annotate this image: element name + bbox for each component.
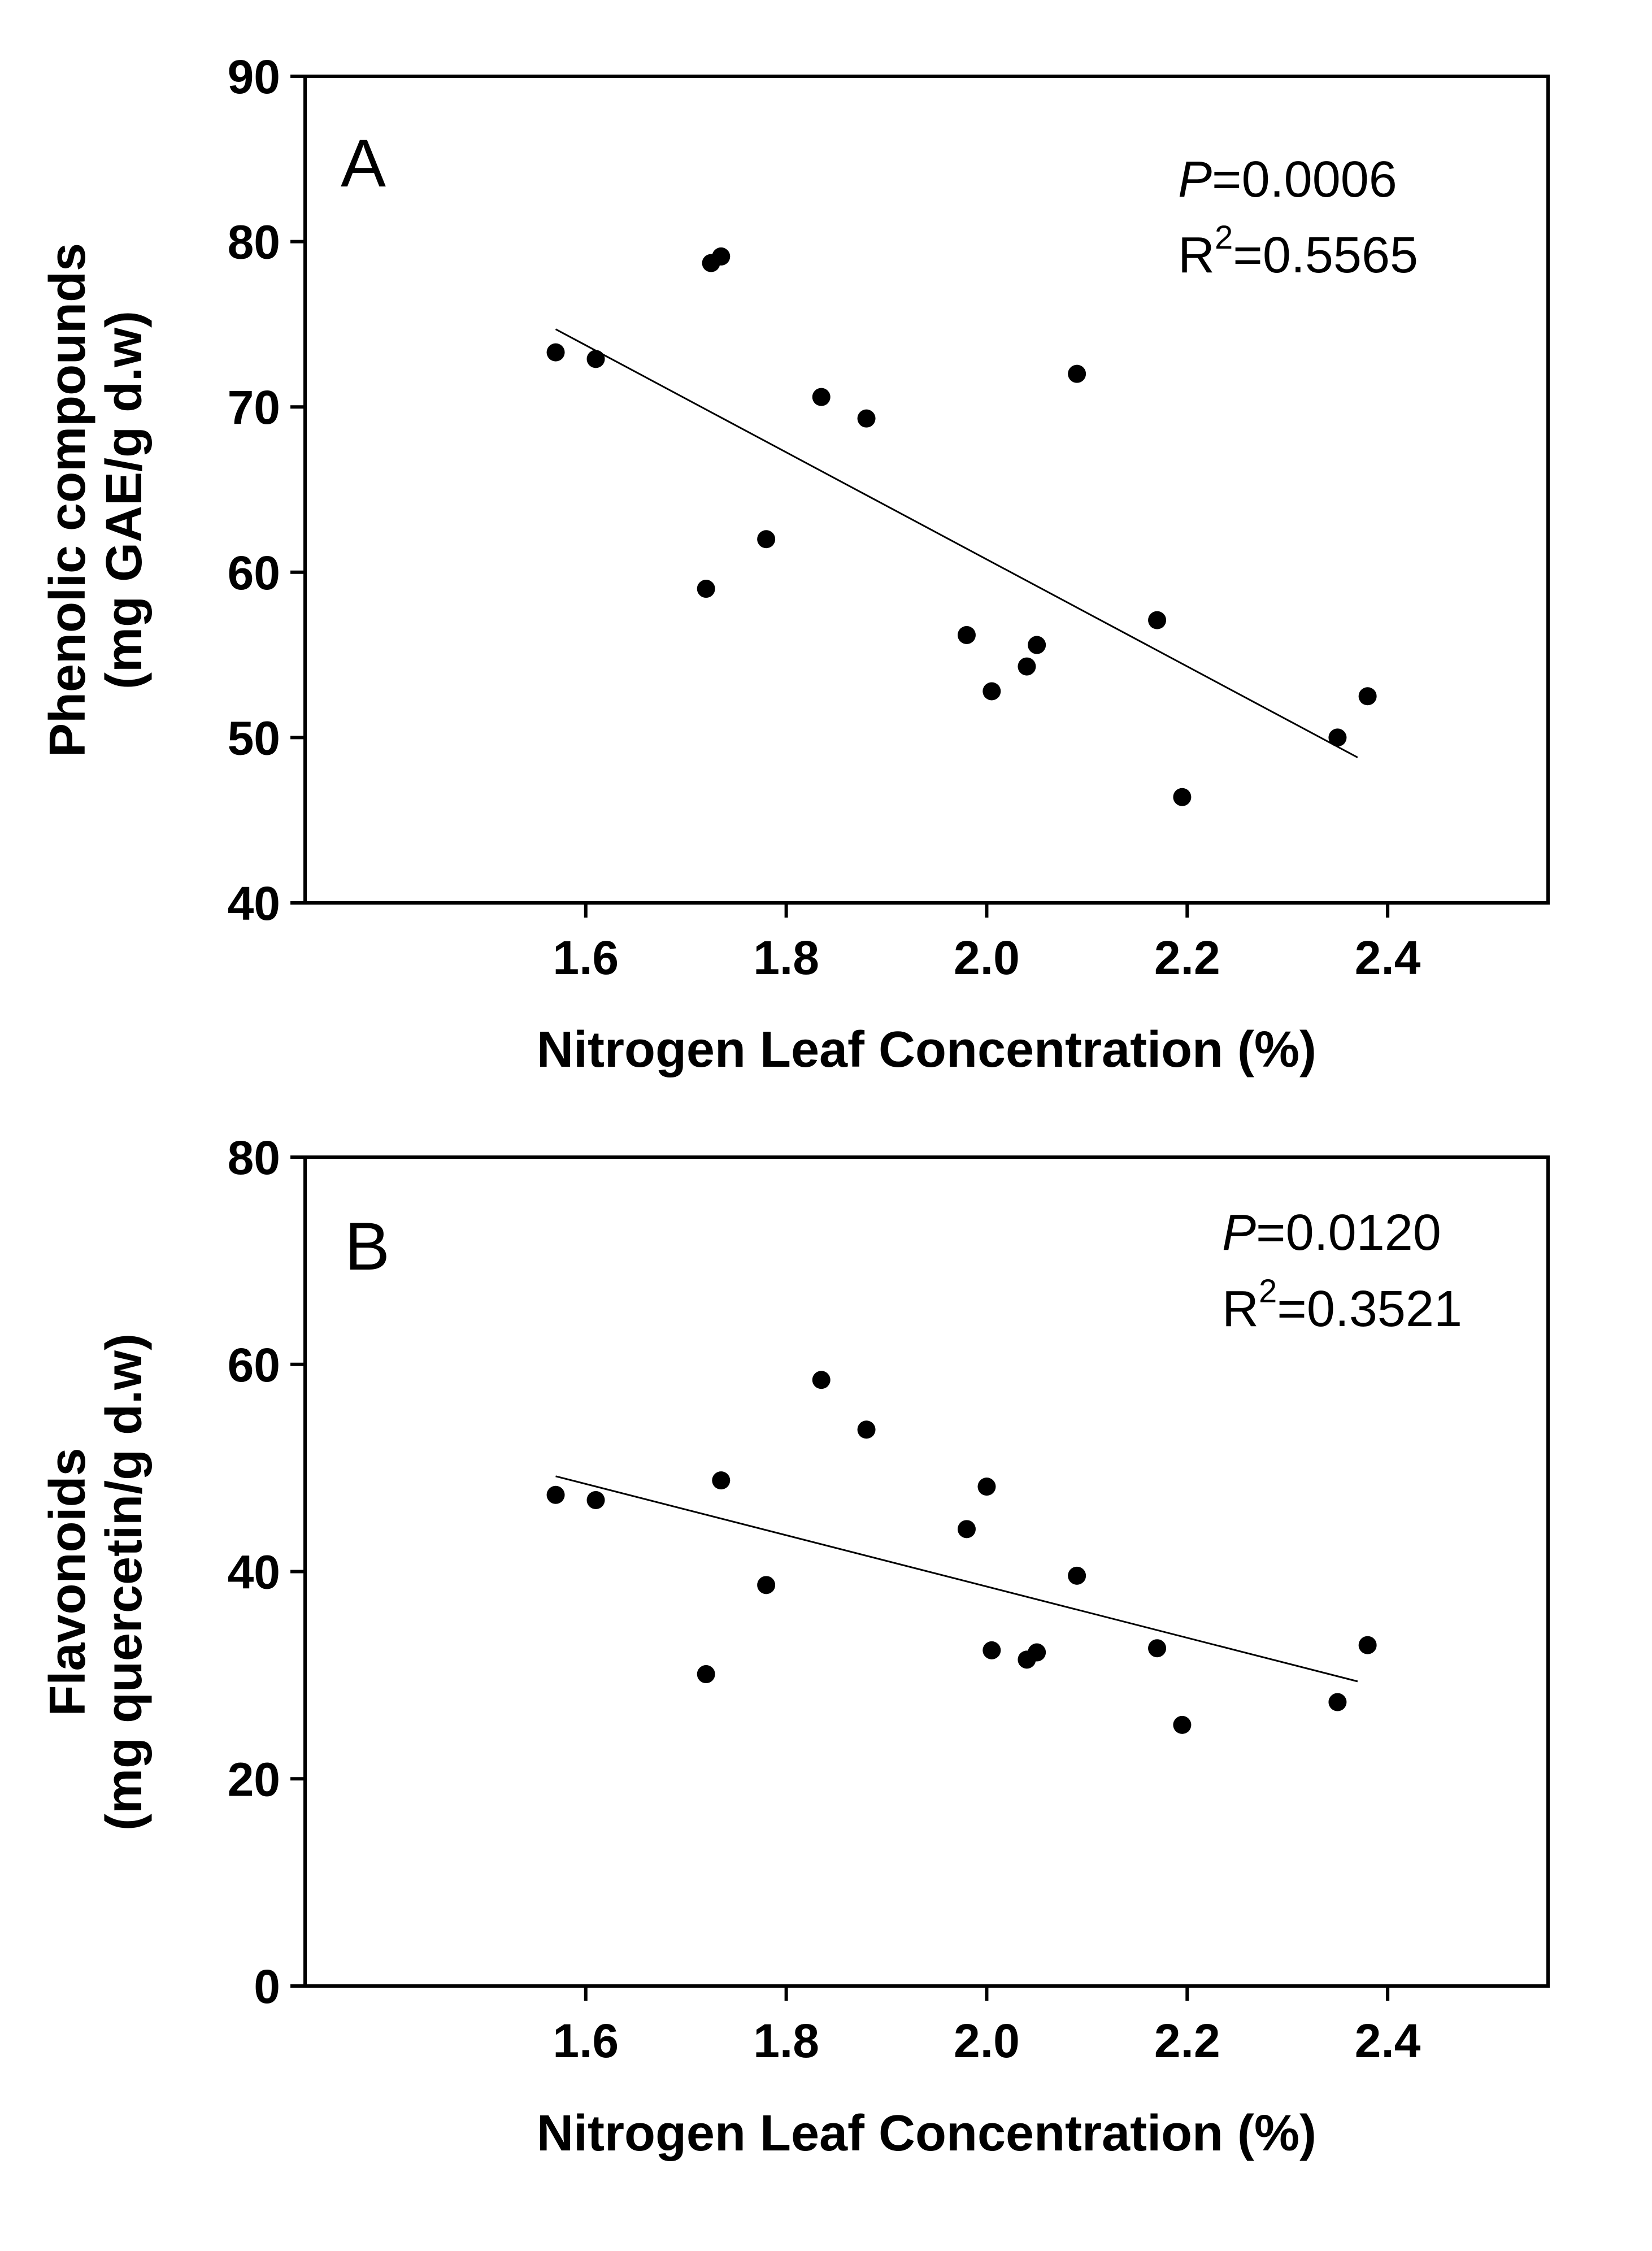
data-point <box>982 1641 1001 1659</box>
y-tick-label: 50 <box>228 711 280 764</box>
data-point <box>857 409 876 428</box>
data-points <box>546 247 1377 806</box>
p-value-annotation: P=0.0006 <box>1178 151 1397 208</box>
data-point <box>1068 364 1086 383</box>
panel-b: Flavonoids (mg quercetin/g d.w) 0 20 40 60 8… <box>40 1131 1550 2162</box>
p-value: =0.0120 <box>1256 1205 1441 1261</box>
x-tick-label: 2.2 <box>1154 931 1220 984</box>
regression-line <box>555 328 1358 758</box>
x-axis-title: Nitrogen Leaf Concentration (%) <box>537 1022 1316 1078</box>
data-point <box>1173 788 1192 806</box>
data-point <box>1028 636 1046 654</box>
data-point <box>1028 1643 1046 1662</box>
data-point <box>1173 1715 1192 1734</box>
data-point <box>757 1576 776 1594</box>
y-axis-title-line-1: Phenolic compounds <box>40 243 96 757</box>
plot-frame <box>303 1155 1550 1988</box>
y-axis-title: Flavonoids (mg quercetin/g d.w) <box>40 1333 153 1831</box>
data-point <box>712 247 731 266</box>
data-point <box>697 1665 715 1684</box>
y-axis-title: Phenolic compounds (mg GAE/g d.w) <box>40 243 153 757</box>
plot-frame <box>303 75 1550 905</box>
y-tick-label: 0 <box>254 1960 280 2013</box>
p-value-annotation: P=0.0120 <box>1222 1205 1441 1261</box>
r2-label: R <box>1178 227 1215 284</box>
r2-annotation: R2=0.3521 <box>1222 1273 1462 1337</box>
data-point <box>812 388 831 406</box>
data-points <box>546 1371 1377 1734</box>
panel-letter: A <box>341 125 386 201</box>
x-tick-label: 2.4 <box>1355 2014 1421 2067</box>
x-tick-label: 2.2 <box>1154 2014 1220 2067</box>
data-point <box>977 1478 996 1496</box>
p-value: =0.0006 <box>1212 151 1397 208</box>
data-point <box>546 1485 565 1504</box>
y-axis-title-line-2: (mg GAE/g d.w) <box>96 311 153 689</box>
r2-value: =0.3521 <box>1277 1281 1462 1337</box>
data-point <box>857 1420 876 1439</box>
x-tick-label: 2.0 <box>954 2014 1020 2067</box>
y-tick-label: 60 <box>228 546 280 599</box>
axis-ticks: 0 20 40 60 80 1.6 1.8 2.0 2.2 2.4 <box>228 1131 1421 2067</box>
data-point <box>1018 657 1036 676</box>
data-point <box>1068 1566 1086 1585</box>
data-point <box>697 580 715 598</box>
data-point <box>957 1520 976 1539</box>
y-tick-label: 80 <box>228 216 280 269</box>
data-point <box>1148 1639 1167 1658</box>
data-point <box>1328 728 1347 747</box>
y-tick-label: 20 <box>228 1753 280 1806</box>
r2-superscript: 2 <box>1215 219 1233 256</box>
x-tick-label: 1.8 <box>753 931 819 984</box>
y-tick-label: 40 <box>228 877 280 930</box>
r2-annotation: R2=0.5565 <box>1178 219 1418 284</box>
y-axis-title-line-2: (mg quercetin/g d.w) <box>96 1333 153 1831</box>
data-point <box>1328 1693 1347 1711</box>
data-point <box>957 625 976 644</box>
data-point <box>757 530 776 549</box>
p-label: P <box>1178 151 1212 208</box>
x-tick-label: 1.8 <box>753 2014 819 2067</box>
data-point <box>1358 1636 1377 1654</box>
data-point <box>982 682 1001 701</box>
y-tick-label: 90 <box>228 50 280 103</box>
data-point <box>1358 687 1377 706</box>
x-tick-label: 1.6 <box>553 2014 619 2067</box>
data-point <box>546 343 565 362</box>
x-tick-label: 2.0 <box>954 931 1020 984</box>
data-point <box>712 1471 731 1490</box>
y-tick-label: 70 <box>228 381 280 434</box>
y-tick-label: 80 <box>228 1131 280 1184</box>
y-tick-label: 40 <box>228 1546 280 1599</box>
x-tick-label: 1.6 <box>553 931 619 984</box>
data-point <box>812 1371 831 1389</box>
data-point <box>1148 611 1167 629</box>
r2-label: R <box>1222 1281 1259 1337</box>
regression-line <box>555 1475 1358 1683</box>
y-tick-label: 60 <box>228 1339 280 1392</box>
r2-superscript: 2 <box>1259 1273 1277 1310</box>
panel-a: Phenolic compounds (mg GAE/g d.w) 40 50 60… <box>40 50 1550 1078</box>
x-tick-label: 2.4 <box>1355 931 1421 984</box>
x-axis-title: Nitrogen Leaf Concentration (%) <box>537 2105 1316 2162</box>
data-point <box>586 350 605 368</box>
axis-ticks: 40 50 60 70 80 90 1.6 1.8 2.0 2.2 2.4 <box>228 50 1421 984</box>
p-label: P <box>1222 1205 1256 1261</box>
panel-letter: B <box>345 1209 390 1284</box>
data-point <box>586 1490 605 1509</box>
r2-value: =0.5565 <box>1233 227 1418 284</box>
y-axis-title-line-1: Flavonoids <box>40 1448 96 1716</box>
